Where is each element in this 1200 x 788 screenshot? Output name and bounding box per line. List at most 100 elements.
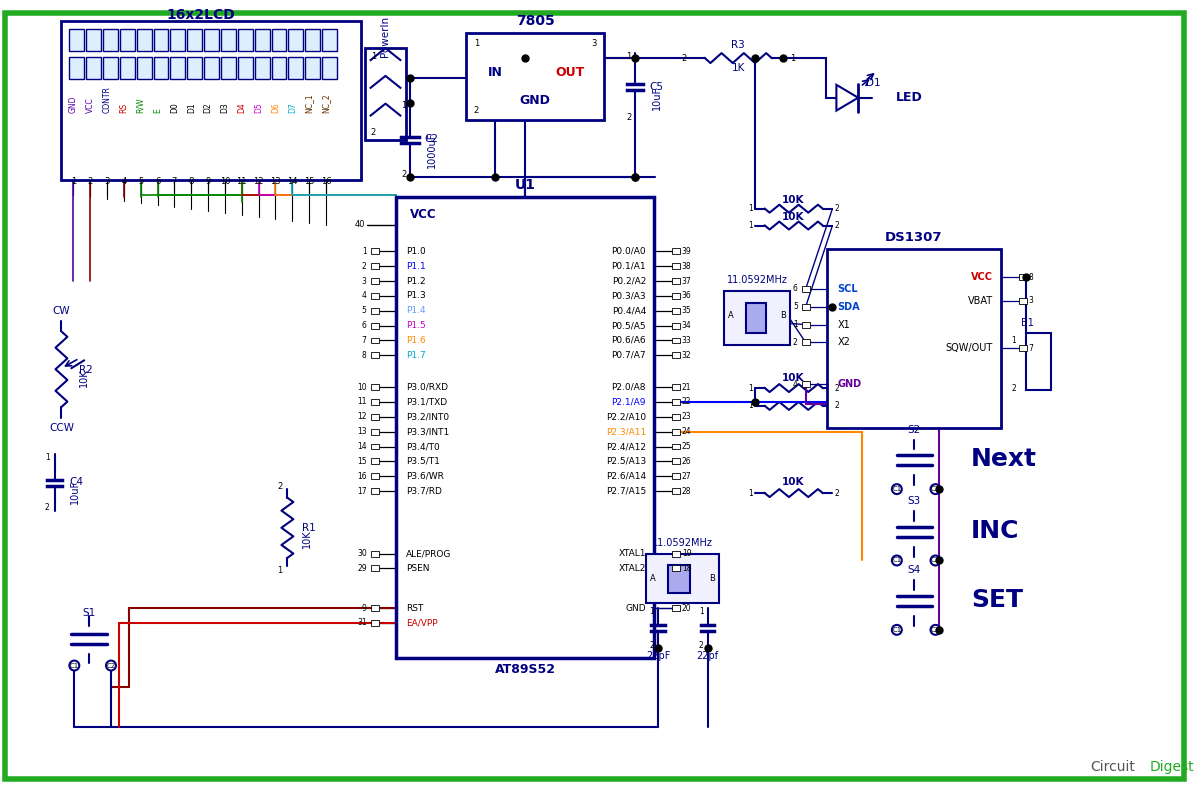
Text: 4: 4 [793, 380, 798, 388]
Circle shape [930, 484, 941, 494]
Bar [371, 337, 378, 344]
Text: 4: 4 [361, 292, 367, 300]
Bar [371, 263, 378, 269]
Text: 15: 15 [358, 457, 367, 466]
Text: 6: 6 [155, 177, 161, 187]
Bar [672, 384, 680, 390]
Text: 2: 2 [1012, 384, 1015, 392]
Text: P2.3/A11: P2.3/A11 [606, 427, 646, 436]
Text: C5: C5 [649, 82, 664, 91]
Bar [238, 57, 253, 79]
Text: XTAL1: XTAL1 [619, 549, 646, 558]
Text: 2: 2 [834, 384, 839, 392]
Text: S4: S4 [907, 566, 920, 575]
Text: 13: 13 [358, 427, 367, 436]
Bar [668, 566, 690, 593]
Text: P3.1/TXD: P3.1/TXD [407, 397, 448, 407]
Text: D1: D1 [866, 78, 881, 87]
Text: S1: S1 [83, 608, 96, 618]
Text: VCC: VCC [85, 97, 95, 113]
Text: P3.4/T0: P3.4/T0 [407, 442, 440, 451]
Bar [672, 429, 680, 435]
Text: SDA: SDA [838, 302, 860, 312]
Polygon shape [836, 85, 858, 110]
Text: GND: GND [625, 604, 646, 612]
Text: 3: 3 [361, 277, 367, 285]
Bar [672, 444, 680, 449]
Text: D2: D2 [204, 102, 212, 113]
Text: VBAT: VBAT [968, 296, 992, 306]
Text: 1: 1 [698, 607, 703, 615]
Text: D1: D1 [187, 102, 196, 113]
Text: P0.1/A1: P0.1/A1 [612, 262, 646, 270]
Bar [271, 29, 287, 51]
Text: 36: 36 [682, 292, 691, 300]
Text: C2: C2 [931, 626, 940, 633]
Text: 1: 1 [277, 566, 282, 575]
Text: 10K: 10K [781, 478, 804, 487]
Text: U1: U1 [515, 178, 535, 192]
Text: ALE/PROG: ALE/PROG [407, 549, 451, 558]
Circle shape [106, 660, 116, 671]
Bar [305, 57, 320, 79]
Text: 12: 12 [358, 412, 367, 422]
Text: P2.5/A13: P2.5/A13 [606, 457, 646, 466]
Text: 1: 1 [362, 247, 367, 256]
Bar [371, 414, 378, 420]
Text: SCL: SCL [838, 284, 858, 294]
Bar [70, 29, 84, 51]
Text: XTAL2: XTAL2 [619, 564, 646, 573]
Text: 1: 1 [749, 204, 754, 214]
Bar [1019, 298, 1027, 304]
Text: P2.1/A9: P2.1/A9 [612, 397, 646, 407]
Bar [672, 322, 680, 329]
Bar [371, 278, 378, 284]
Text: 1: 1 [749, 401, 754, 411]
Text: D7: D7 [288, 102, 296, 113]
Text: CONTR: CONTR [102, 86, 112, 113]
Text: 22pf: 22pf [696, 651, 719, 660]
Bar [271, 57, 287, 79]
Bar [802, 340, 810, 345]
Text: D5: D5 [254, 102, 263, 113]
Text: 2: 2 [474, 106, 479, 115]
Text: 6: 6 [793, 284, 798, 293]
Bar [646, 553, 720, 603]
Bar [371, 322, 378, 329]
Text: 2: 2 [834, 221, 839, 230]
Text: 1: 1 [44, 453, 49, 462]
Bar [288, 29, 304, 51]
Text: 26: 26 [682, 457, 691, 466]
Bar [204, 29, 220, 51]
Bar [170, 29, 185, 51]
Text: 6: 6 [361, 322, 367, 330]
Bar [725, 291, 790, 345]
Bar [802, 286, 810, 292]
Bar [103, 57, 118, 79]
Text: 39: 39 [682, 247, 691, 256]
Text: 2: 2 [401, 169, 407, 179]
Text: 35: 35 [682, 307, 691, 315]
Bar [204, 57, 220, 79]
Text: VCC: VCC [971, 272, 992, 282]
Bar [70, 57, 84, 79]
Text: 28: 28 [682, 487, 691, 496]
Text: RST: RST [407, 604, 424, 612]
Text: X2: X2 [838, 337, 851, 348]
Text: P0.0/A0: P0.0/A0 [612, 247, 646, 256]
Text: 37: 37 [682, 277, 691, 285]
Text: 21: 21 [682, 382, 691, 392]
Text: 2: 2 [371, 128, 376, 137]
Text: 22pF: 22pF [646, 651, 670, 660]
Text: 2: 2 [626, 113, 631, 122]
Bar [86, 57, 101, 79]
Text: 1: 1 [793, 320, 798, 329]
Text: 27: 27 [682, 472, 691, 481]
Text: 16: 16 [320, 177, 331, 187]
Text: 24: 24 [682, 427, 691, 436]
Text: D0: D0 [170, 102, 179, 113]
Bar [322, 29, 337, 51]
Text: 1: 1 [474, 39, 479, 48]
Text: 19: 19 [682, 549, 691, 558]
Text: CW: CW [53, 306, 71, 316]
